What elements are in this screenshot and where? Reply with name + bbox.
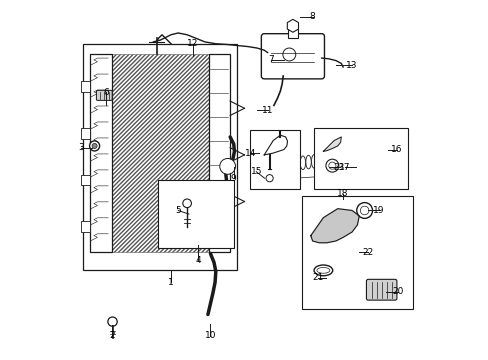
Text: 16: 16 bbox=[390, 145, 402, 154]
Circle shape bbox=[89, 141, 100, 151]
Polygon shape bbox=[323, 137, 341, 151]
Text: 17: 17 bbox=[339, 163, 350, 172]
Text: 7: 7 bbox=[268, 55, 274, 64]
Circle shape bbox=[356, 203, 372, 219]
Circle shape bbox=[108, 317, 117, 326]
Bar bbox=[301, 196, 412, 309]
Text: 18: 18 bbox=[337, 189, 348, 198]
Bar bbox=[90, 54, 112, 252]
Bar bbox=[108, 54, 219, 252]
Text: 6: 6 bbox=[103, 87, 109, 96]
Ellipse shape bbox=[317, 154, 322, 167]
Circle shape bbox=[325, 159, 338, 172]
FancyBboxPatch shape bbox=[366, 279, 396, 300]
Ellipse shape bbox=[300, 156, 305, 170]
Text: 13: 13 bbox=[346, 61, 357, 70]
Text: 1: 1 bbox=[168, 278, 174, 287]
Text: 12: 12 bbox=[186, 39, 198, 48]
Text: 10: 10 bbox=[204, 332, 216, 341]
Bar bbox=[81, 175, 90, 185]
Text: 21: 21 bbox=[312, 273, 323, 282]
Text: 11: 11 bbox=[262, 105, 273, 114]
Text: 3: 3 bbox=[78, 143, 84, 152]
Text: 22: 22 bbox=[362, 248, 373, 257]
Ellipse shape bbox=[311, 154, 316, 168]
Text: 14: 14 bbox=[245, 149, 256, 158]
Ellipse shape bbox=[294, 157, 299, 170]
Bar bbox=[81, 221, 90, 232]
Text: 19: 19 bbox=[372, 206, 384, 215]
Bar bbox=[249, 130, 300, 189]
FancyBboxPatch shape bbox=[261, 34, 324, 79]
Circle shape bbox=[265, 175, 273, 182]
FancyBboxPatch shape bbox=[96, 90, 112, 100]
Bar bbox=[287, 30, 298, 39]
Bar bbox=[108, 54, 219, 252]
Ellipse shape bbox=[283, 158, 288, 172]
Text: 4: 4 bbox=[195, 256, 200, 265]
Bar bbox=[81, 81, 90, 92]
Bar bbox=[158, 180, 233, 248]
Circle shape bbox=[92, 143, 97, 148]
Ellipse shape bbox=[288, 157, 294, 171]
Text: 8: 8 bbox=[309, 12, 315, 21]
Text: 5: 5 bbox=[175, 206, 181, 215]
Text: 2: 2 bbox=[109, 332, 114, 341]
Text: 15: 15 bbox=[250, 167, 262, 176]
Bar bbox=[314, 128, 407, 189]
Text: 9: 9 bbox=[230, 174, 236, 183]
Bar bbox=[208, 54, 230, 252]
Bar bbox=[83, 44, 237, 270]
Text: 23: 23 bbox=[333, 163, 345, 172]
Ellipse shape bbox=[305, 155, 310, 169]
Text: 20: 20 bbox=[391, 287, 403, 296]
Circle shape bbox=[183, 199, 191, 208]
Ellipse shape bbox=[277, 159, 283, 172]
Circle shape bbox=[219, 158, 235, 174]
Polygon shape bbox=[310, 209, 359, 243]
Bar bbox=[81, 128, 90, 139]
Ellipse shape bbox=[313, 265, 332, 276]
